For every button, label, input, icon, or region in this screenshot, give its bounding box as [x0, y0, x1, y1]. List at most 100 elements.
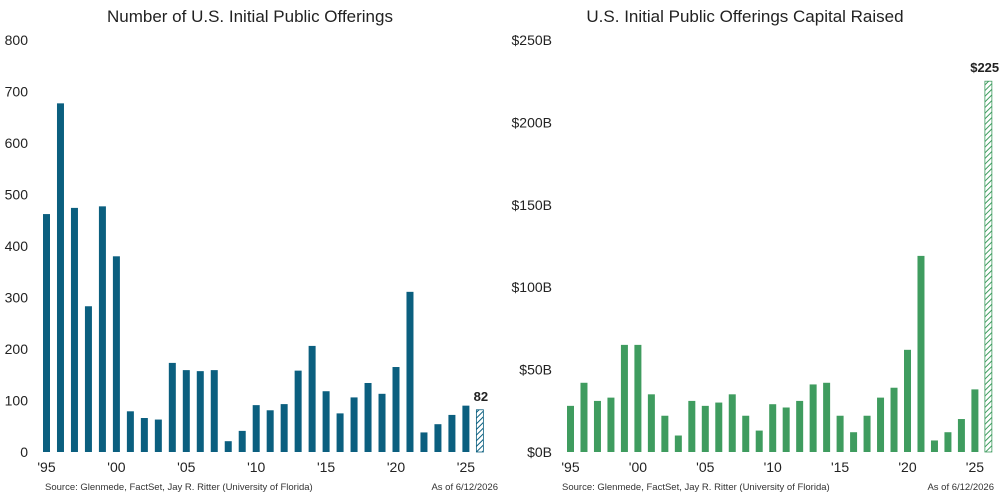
chart2-ytd-label: $225B — [970, 60, 1000, 75]
chart1-bar — [294, 370, 302, 452]
chart1-asof: As of 6/12/2026 — [431, 482, 498, 493]
chart2-bar — [620, 344, 628, 452]
chart2-ytick-label: $150B — [512, 197, 552, 213]
chart2-xtick-label: '15 — [831, 459, 849, 475]
chart1-ytick-label: 800 — [5, 32, 29, 48]
chart1-ytick-label: 100 — [5, 393, 29, 409]
chart1-bar — [252, 405, 260, 452]
chart2-bar — [661, 415, 669, 452]
chart1-xtick-label: '20 — [387, 459, 405, 475]
chart2-bar — [890, 387, 898, 452]
chart1-bar — [84, 306, 92, 452]
chart1-ytick-label: 0 — [20, 444, 28, 460]
chart1-ytick-label: 600 — [5, 135, 29, 151]
chart1-bar — [154, 419, 162, 452]
chart1-bar — [336, 413, 344, 453]
chart2-bar — [836, 415, 844, 452]
chart1-bar — [168, 362, 176, 452]
chart1-bar — [140, 418, 148, 452]
chart2-bar — [796, 400, 804, 452]
chart2-asof: As of 6/12/2026 — [927, 482, 994, 493]
chart2-bar — [782, 407, 790, 452]
chart1-ytd-label: 82 — [474, 389, 488, 404]
chart2-ytick-label: $50B — [519, 362, 552, 378]
chart2-source: Source: Glenmede, FactSet, Jay R. Ritter… — [562, 482, 830, 493]
chart2-title: U.S. Initial Public Offerings Capital Ra… — [586, 7, 903, 26]
chart1-bar — [378, 393, 386, 452]
chart1-bar — [238, 430, 246, 452]
chart2-bar — [567, 405, 574, 452]
chart2-bar — [742, 415, 750, 452]
chart2-bar — [971, 389, 979, 452]
chart2-bar — [930, 440, 938, 452]
chart1-bar — [224, 441, 232, 452]
chart2-xtick-label: '20 — [898, 459, 916, 475]
chart1-bar — [126, 411, 134, 452]
chart2-bar — [580, 382, 588, 452]
chart1-xtick-label: '00 — [107, 459, 125, 475]
chart1-source: Source: Glenmede, FactSet, Jay R. Ritter… — [45, 482, 313, 493]
chart1-bar — [364, 382, 372, 452]
chart2-bar — [701, 405, 709, 452]
chart1-xtick-label: '25 — [457, 459, 475, 475]
chart2-ytick-label: $250B — [512, 32, 552, 48]
chart2-bar — [944, 432, 952, 452]
chart2-bar — [634, 344, 642, 452]
chart2-ytick-label: $0B — [527, 444, 552, 460]
chart1-bar — [98, 206, 106, 452]
chart2-bar — [688, 400, 696, 452]
chart2-bar — [850, 432, 858, 452]
chart2-bar — [607, 397, 615, 452]
chart2-bar — [674, 435, 682, 452]
chart1-ytick-label: 400 — [5, 238, 29, 254]
chart1-xtick-label: '15 — [317, 459, 335, 475]
chart2-bar-ytd — [984, 80, 993, 453]
chart2-bar — [863, 415, 871, 452]
chart1-ytick-label: 300 — [5, 290, 29, 306]
chart2-bar — [809, 384, 817, 452]
chart2-bar — [715, 402, 723, 452]
chart2-bar — [904, 349, 911, 452]
chart1-ytick-label: 700 — [5, 84, 29, 100]
chart2-bar — [647, 394, 655, 452]
chart1-bar — [56, 103, 64, 452]
chart1-bar — [350, 397, 358, 452]
chart1-bar — [448, 414, 456, 452]
chart2-xtick-label: '95 — [561, 459, 579, 475]
chart1-title: Number of U.S. Initial Public Offerings — [107, 7, 393, 26]
chart1-bar — [280, 404, 288, 452]
chart2-bar — [877, 397, 885, 452]
chart2-xtick-label: '00 — [629, 459, 647, 475]
chart2-bar — [755, 430, 763, 452]
chart2-bar — [957, 419, 965, 452]
chart1-bar — [406, 291, 414, 452]
chart1-bar — [112, 256, 120, 452]
chart2-ytick-label: $100B — [512, 279, 552, 295]
chart2-xtick-label: '05 — [696, 459, 714, 475]
chart1-bar — [308, 345, 316, 452]
chart1-ytick-label: 500 — [5, 187, 29, 203]
chart1-bar — [210, 370, 218, 452]
chart1-bar — [462, 405, 470, 452]
chart1-bar — [434, 424, 442, 452]
chart2-bar — [917, 255, 925, 452]
chart2-xtick-label: '25 — [966, 459, 984, 475]
chart1-bar — [266, 410, 274, 452]
chart2-bar — [769, 404, 777, 452]
chart2-xtick-label: '10 — [764, 459, 782, 475]
chart1-bar — [43, 214, 50, 452]
chart1-bar — [70, 207, 78, 452]
chart1-bar — [392, 367, 400, 452]
chart2-ytick-label: $200B — [512, 114, 552, 130]
chart1-xtick-label: '05 — [177, 459, 195, 475]
chart1-bar — [420, 432, 428, 452]
chart1-xtick-label: '10 — [247, 459, 265, 475]
chart1-bar — [196, 371, 204, 452]
chart2-bar — [823, 382, 831, 452]
chart2-bar — [728, 394, 736, 452]
chart1-ytick-label: 200 — [5, 341, 29, 357]
chart2-bar — [593, 400, 601, 452]
chart1-bar — [322, 391, 330, 452]
